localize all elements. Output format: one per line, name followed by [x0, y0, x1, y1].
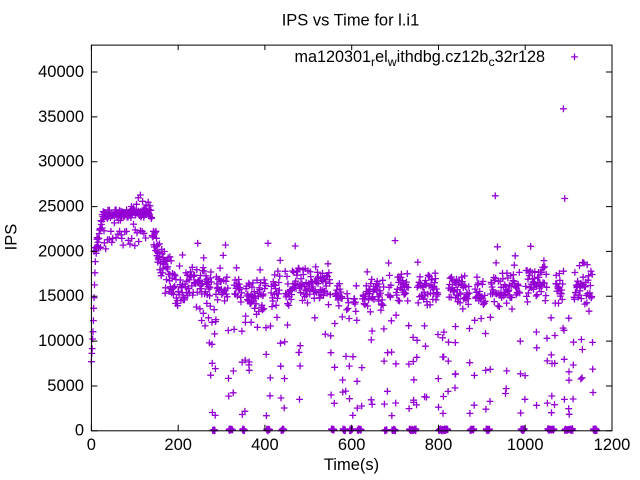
- svg-text:IPS: IPS: [3, 224, 21, 251]
- svg-text:5000: 5000: [47, 377, 84, 395]
- svg-text:15000: 15000: [38, 287, 84, 305]
- svg-text:Time(s): Time(s): [324, 456, 379, 474]
- svg-text:ma120301relwithdbg.cz12bc32r12: ma120301relwithdbg.cz12bc32r128: [295, 48, 546, 69]
- svg-text:0: 0: [87, 436, 96, 454]
- svg-text:30000: 30000: [38, 153, 84, 171]
- svg-text:IPS vs Time for l.i1: IPS vs Time for l.i1: [282, 12, 420, 30]
- svg-text:0: 0: [75, 422, 84, 440]
- svg-text:35000: 35000: [38, 108, 84, 126]
- svg-text:1200: 1200: [594, 436, 631, 454]
- svg-text:40000: 40000: [38, 63, 84, 81]
- svg-text:20000: 20000: [38, 242, 84, 260]
- svg-text:800: 800: [425, 436, 453, 454]
- svg-text:1000: 1000: [507, 436, 544, 454]
- svg-text:400: 400: [251, 436, 279, 454]
- svg-text:600: 600: [338, 436, 366, 454]
- svg-text:10000: 10000: [38, 332, 84, 350]
- svg-text:200: 200: [164, 436, 192, 454]
- svg-text:25000: 25000: [38, 197, 84, 215]
